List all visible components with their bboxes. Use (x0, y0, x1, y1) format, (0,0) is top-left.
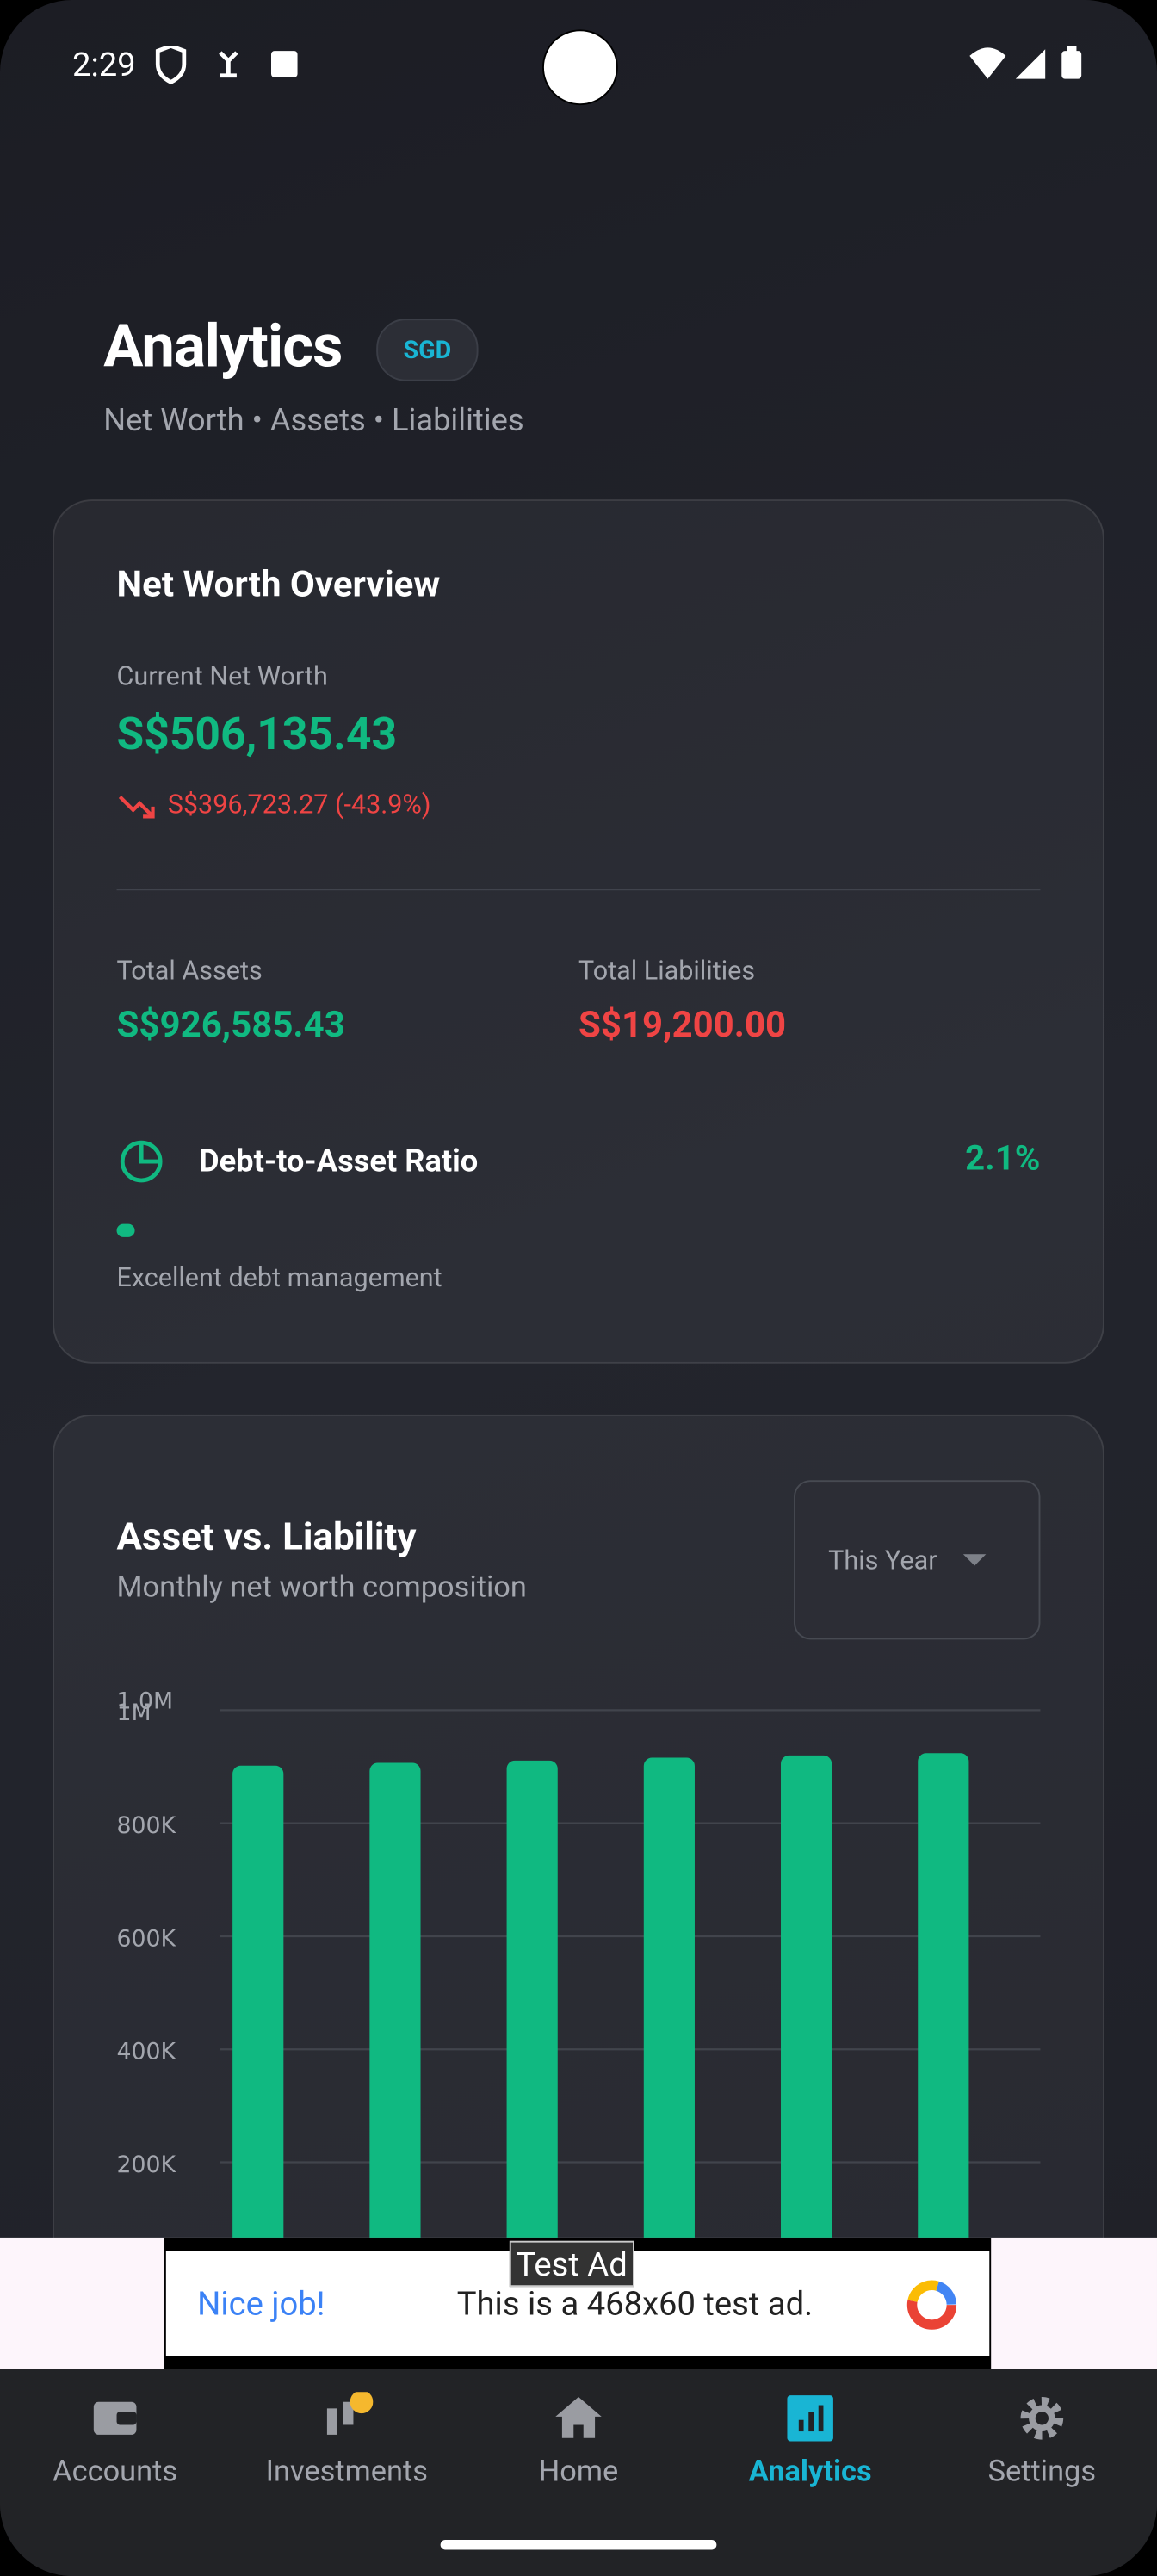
status-icons-right (969, 46, 1082, 79)
ratio-value: 2.1% (965, 1140, 1041, 1180)
ratio-note: Excellent debt management (116, 1261, 442, 1293)
nav-item[interactable]: Home (472, 2382, 685, 2514)
currency-badge[interactable]: SGD (376, 319, 479, 381)
divider (116, 889, 1041, 891)
nav-item[interactable]: Investments (240, 2382, 454, 2514)
card-title: Net Worth Overview (116, 565, 441, 607)
label: Total Liabilities (578, 954, 756, 986)
nav-item[interactable]: Settings (935, 2382, 1148, 2514)
nav-label: Analytics (748, 2454, 872, 2489)
nav-icon (555, 2397, 602, 2438)
ad-badge: Test Ad (509, 2240, 634, 2288)
ad-logo (906, 2280, 957, 2330)
clock: 2:29 (71, 44, 136, 84)
chart-subtitle: Monthly net worth composition (116, 1570, 527, 1606)
overview-card (53, 499, 1104, 1364)
assets-value: S$926,585.43 (116, 1005, 345, 1047)
net-worth: S$506,135.43 (116, 708, 398, 761)
camera (541, 29, 618, 106)
bar (781, 1755, 832, 2276)
ad-headline: Nice job! (197, 2283, 325, 2324)
bar (918, 1753, 969, 2276)
trend-down-icon (118, 795, 155, 819)
nav-label: Investments (265, 2454, 428, 2489)
nav-item[interactable]: Accounts (9, 2382, 222, 2514)
page-title: Analytics (103, 312, 343, 381)
y-tick-label: 1.0M (117, 1687, 174, 1714)
period-dropdown[interactable]: This Year (794, 1480, 1041, 1640)
period-label: This Year (828, 1544, 937, 1576)
ad-frame[interactable]: Nice job! This is a 468x60 test ad. Test… (164, 2237, 992, 2369)
y-tick-label: 600K (117, 1925, 177, 1952)
y-tick-label: 1M (117, 1700, 152, 1726)
nav-icon (1020, 2397, 1064, 2440)
ratio-progress (116, 1223, 135, 1237)
pie-icon (120, 1140, 163, 1183)
y-tick-label: 200K (117, 2152, 177, 2178)
nav-label: Home (538, 2454, 619, 2489)
bar (369, 1762, 421, 2276)
label: Current Net Worth (116, 660, 328, 692)
ratio-label: Debt-to-Asset Ratio (198, 1142, 479, 1180)
status-icons (155, 46, 298, 85)
bar (506, 1760, 558, 2276)
change: S$396,723.27 (-43.9%) (167, 788, 431, 820)
nav-icon (93, 2401, 137, 2435)
bar (232, 1765, 284, 2276)
label: Total Assets (116, 954, 263, 986)
ad-text: This is a 468x60 test ad. (456, 2283, 814, 2324)
y-tick-label: 800K (117, 1812, 177, 1839)
y-tick-label: 400K (117, 2039, 177, 2065)
nav-item[interactable]: Analytics (703, 2382, 917, 2514)
nav-label: Accounts (53, 2454, 178, 2489)
chart-title: Asset vs. Liability (116, 1514, 417, 1559)
liabilities-value: S$19,200.00 (578, 1005, 787, 1047)
dropdown-arrow (962, 1554, 987, 1566)
subtitle: Net Worth • Assets • Liabilities (103, 400, 524, 439)
nav-label: Settings (987, 2454, 1097, 2489)
bar (643, 1757, 695, 2276)
nav-icon (787, 2395, 833, 2442)
nav-icon (326, 2392, 374, 2435)
home-indicator (440, 2540, 717, 2550)
